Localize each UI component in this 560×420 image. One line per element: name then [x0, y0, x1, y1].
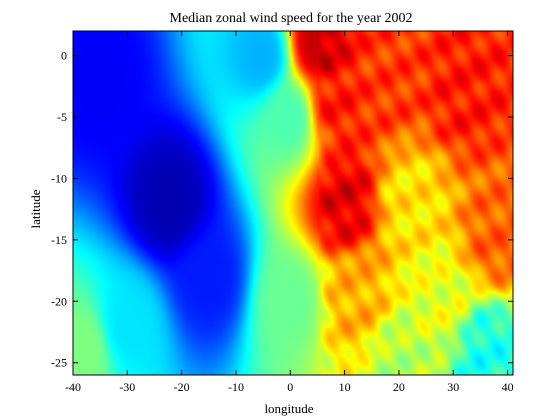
y-tick-label: -15: [51, 233, 67, 247]
x-tick-label: 40: [502, 380, 514, 394]
y-tick-label: -25: [51, 356, 67, 370]
x-tick-label: 30: [447, 380, 459, 394]
x-tick-label: -30: [119, 380, 135, 394]
y-tick-label: 0: [61, 49, 67, 63]
x-tick-label: -20: [174, 380, 190, 394]
x-axis-label: longitude: [264, 401, 313, 416]
y-tick-label: -5: [57, 110, 67, 124]
axes-frame: [72, 30, 514, 376]
x-tick-label: -10: [228, 380, 244, 394]
x-tick-label: -40: [65, 380, 81, 394]
chart-title: Median zonal wind speed for the year 200…: [170, 11, 413, 26]
plot-area: [72, 30, 514, 376]
x-axis: -40 -30 -20 -10 0 10 20 30 40: [65, 31, 514, 394]
y-axis: 0 -5 -10 -15 -20 -25: [51, 49, 513, 370]
heatmap-image: [73, 31, 513, 375]
x-tick-label: 20: [393, 380, 405, 394]
x-tick-label: 0: [287, 380, 293, 394]
x-tick-label: 10: [339, 380, 351, 394]
y-tick-label: -10: [51, 171, 67, 185]
y-axis-label: latitude: [28, 189, 43, 228]
y-tick-label: -20: [51, 294, 67, 308]
